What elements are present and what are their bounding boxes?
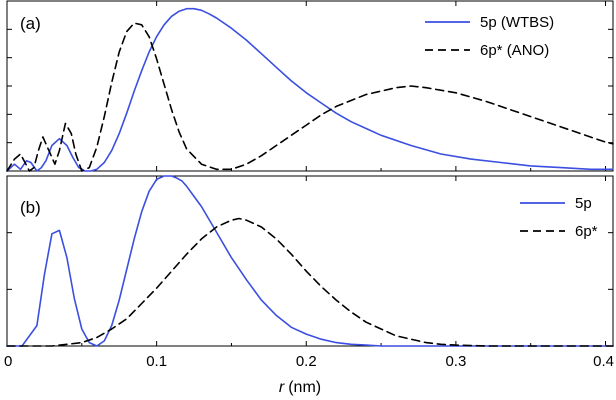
x-tick-label-0: 0 [4, 353, 12, 370]
x-tick-labels: 0 0.1 0.2 0.3 0.4 [4, 353, 614, 370]
panel-b-label: (b) [20, 198, 41, 217]
legend-b-label-5p: 5p [575, 195, 592, 212]
legend-b-label-6p: 6p* [575, 223, 598, 240]
series-line-b-0 [6, 175, 614, 347]
panel-a-ticks [6, 1, 613, 171]
panel-a: (a) 5p (WTBS) 6p* (ANO) [6, 0, 614, 172]
panel-b: (b) 5p 6p* 0 0.1 0.2 0.3 0.4 r (nm) [4, 175, 614, 396]
series-line-a-1 [6, 22, 614, 172]
legend-a-label-5p: 5p (WTBS) [480, 14, 554, 31]
series-line-b-1 [6, 217, 614, 347]
panel-b-legend: 5p 6p* [520, 195, 598, 240]
x-tick-label-2: 0.2 [296, 353, 317, 370]
x-axis-label-unit: (nm) [288, 379, 321, 396]
x-tick-label-1: 0.1 [146, 353, 167, 370]
x-tick-label-4: 0.4 [593, 353, 614, 370]
panel-a-legend: 5p (WTBS) 6p* (ANO) [425, 14, 554, 59]
x-axis-label-variable: r [279, 379, 285, 396]
panel-b-frame [6, 175, 614, 347]
panel-b-lines [6, 175, 614, 347]
legend-a-label-6p: 6p* (ANO) [480, 42, 549, 59]
x-tick-label-3: 0.3 [445, 353, 466, 370]
x-axis-label: r (nm) [279, 379, 321, 396]
panel-a-label: (a) [20, 14, 41, 33]
panel-a-lines [6, 7, 614, 172]
series-line-a-0 [6, 7, 614, 172]
